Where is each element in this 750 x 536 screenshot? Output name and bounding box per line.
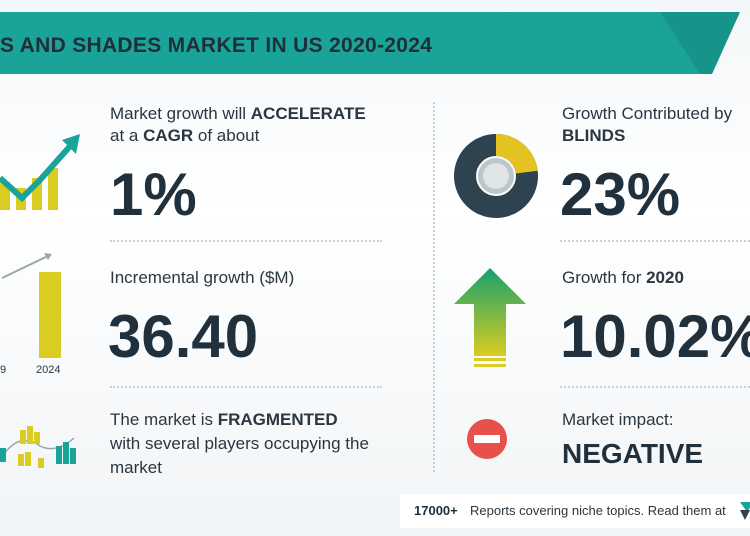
row-divider xyxy=(560,386,750,388)
footer-text: Reports covering niche topics. Read them… xyxy=(470,503,726,518)
city-buildings-icon xyxy=(0,426,76,468)
incremental-axis-right: 2024 xyxy=(36,364,61,376)
row-divider xyxy=(560,240,750,242)
fragmented-line1: The market is FRAGMENTED xyxy=(110,410,338,429)
footer-bar: 17000+ Reports covering niche topics. Re… xyxy=(400,494,750,528)
incremental-axis-left: 9 xyxy=(0,364,7,376)
bar-growth-icon xyxy=(1,253,61,358)
page-title: S AND SHADES MARKET IN US 2020-2024 xyxy=(0,34,433,57)
growth-line2: at a CAGR of about xyxy=(110,126,260,145)
title-banner xyxy=(0,12,740,74)
growth-year-value: 10.02% xyxy=(560,303,750,370)
trend-chart-icon xyxy=(0,134,80,210)
donut-chart-icon xyxy=(454,134,538,218)
impact-value: NEGATIVE xyxy=(562,438,704,469)
incremental-label: Incremental growth ($M) xyxy=(110,268,295,287)
incremental-value: 36.40 xyxy=(108,303,259,370)
growth-year-label: Growth for 2020 xyxy=(562,268,684,287)
column-divider xyxy=(433,102,435,472)
impact-label: Market impact: xyxy=(562,410,674,429)
fragmented-line3: market xyxy=(110,458,162,477)
contribution-value: 23% xyxy=(560,161,681,228)
contribution-line2: BLINDS xyxy=(562,126,626,145)
up-arrow-icon xyxy=(454,268,526,367)
row-divider xyxy=(110,240,382,242)
footer-count: 17000+ xyxy=(414,503,458,518)
cagr-value: 1% xyxy=(110,161,197,228)
row-divider xyxy=(110,386,382,388)
minus-circle-icon xyxy=(467,419,507,459)
logo-icon xyxy=(740,502,750,520)
fragmented-line2: with several players occupying the xyxy=(110,434,369,453)
contribution-line1: Growth Contributed by xyxy=(562,104,733,123)
growth-line1: Market growth will ACCELERATE xyxy=(110,104,366,123)
